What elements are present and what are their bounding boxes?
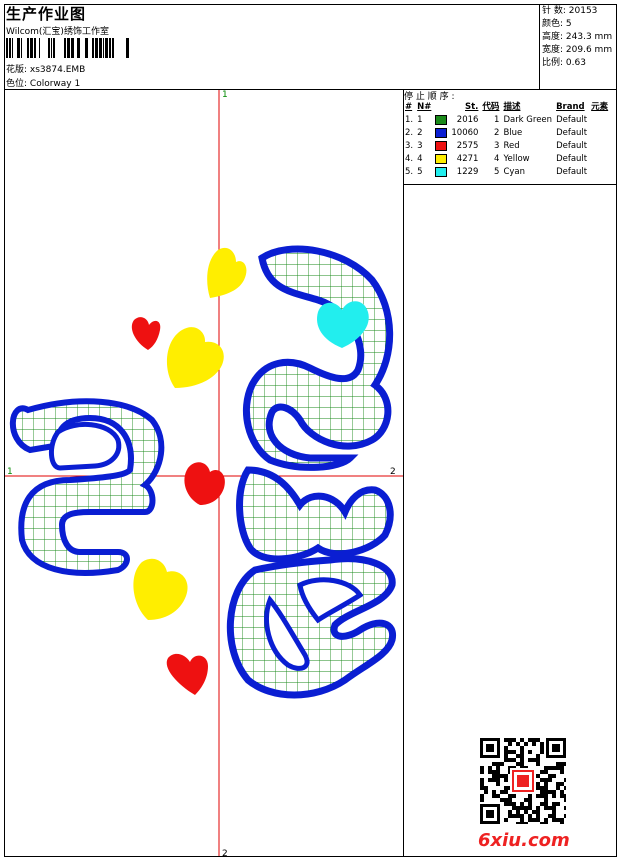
row-swatch — [433, 166, 449, 179]
stat-stitches: 针 数: 20153 — [542, 6, 598, 16]
row-number: 2 — [417, 128, 423, 138]
table-row: 5. 5 1229 5 Cyan Default — [403, 166, 610, 179]
col-brand: Brand — [556, 102, 585, 112]
page-title: 生产作业图 — [6, 5, 87, 23]
cyan-heart — [317, 301, 369, 348]
table-row: 4. 4 4271 4 Yellow Default — [403, 153, 610, 166]
row-stitches: 4271 — [456, 154, 479, 164]
color-swatch — [435, 153, 448, 164]
row-brand: Default — [556, 115, 588, 125]
row-index: 4. — [405, 154, 414, 164]
red-heart-top — [131, 317, 161, 350]
stat-colors: 颜色: 5 — [542, 19, 572, 29]
watermark: 6xiu.com — [478, 830, 570, 851]
row-code: 5 — [494, 167, 500, 177]
row-swatch — [433, 140, 449, 153]
stats-list: 针 数: 20153 颜色: 5 高度: 243.3 mm 宽度: 209.6 … — [542, 5, 612, 70]
axis-label-left: 1 — [7, 467, 13, 477]
row-brand: Default — [556, 154, 588, 164]
side-panel-frame — [403, 184, 617, 857]
col-code: 代码 — [482, 102, 500, 112]
colorway-row: 色位: Colorway 1 — [6, 76, 80, 89]
row-description: Yellow — [503, 154, 530, 164]
color-swatch — [435, 140, 448, 151]
row-code: 4 — [494, 154, 500, 164]
col-number: N# — [417, 102, 432, 112]
yellow-heart-upper — [166, 327, 224, 388]
stop-sequence-heading: 停 止 顺 序 : — [404, 92, 455, 102]
col-index: # — [405, 102, 413, 112]
row-description: Cyan — [503, 167, 525, 177]
row-code: 2 — [494, 128, 500, 138]
qr-code — [480, 738, 566, 824]
row-brand: Default — [556, 167, 588, 177]
stat-height: 高度: 243.3 mm — [542, 32, 613, 42]
design-file-row: 花版: xs3874.EMB — [6, 62, 85, 75]
colorway-label: 色位: — [6, 79, 28, 89]
colorway-name: Colorway 1 — [29, 79, 81, 89]
row-number: 5 — [417, 167, 423, 177]
row-swatch — [433, 127, 449, 140]
row-index: 2. — [405, 128, 414, 138]
row-brand: Default — [556, 128, 588, 138]
letter-shape-bottom — [226, 555, 396, 699]
letter-shape-left — [9, 398, 165, 576]
row-swatch — [433, 153, 449, 166]
row-index: 1. — [405, 115, 414, 125]
table-row: 3. 3 2575 3 Red Default — [403, 140, 610, 153]
stat-scale: 比例: 0.63 — [542, 58, 586, 68]
color-swatch — [435, 166, 448, 177]
row-number: 4 — [417, 154, 423, 164]
table-header-row: # N# St. 代码 描述 Brand 元素 — [403, 101, 610, 114]
company-name: Wilcom(汇宝)绣饰工作室 — [6, 27, 109, 37]
col-description: 描述 — [503, 102, 521, 112]
row-code: 1 — [494, 115, 500, 125]
row-stitches: 2016 — [456, 115, 479, 125]
letter-shape-top — [242, 245, 394, 471]
row-number: 3 — [417, 141, 423, 151]
row-stitches: 1229 — [456, 167, 479, 177]
axis-label-right: 2 — [390, 467, 396, 477]
barcode — [6, 38, 129, 58]
col-stitches: St. — [465, 102, 479, 112]
table-row: 1. 1 2016 1 Dark Green Default — [403, 114, 610, 127]
row-number: 1 — [417, 115, 423, 125]
stop-sequence-table: # N# St. 代码 描述 Brand 元素 1. 1 2016 1 Dark Gre… — [403, 101, 610, 179]
row-code: 3 — [494, 141, 500, 151]
row-index: 3. — [405, 141, 414, 151]
color-swatch — [435, 127, 448, 138]
row-brand: Default — [556, 141, 588, 151]
stat-width: 宽度: 209.6 mm — [542, 45, 613, 55]
row-description: Blue — [503, 128, 523, 138]
table-row: 2. 2 10060 2 Blue Default — [403, 127, 610, 140]
row-description: Red — [503, 141, 520, 151]
red-heart-bottom — [166, 653, 208, 695]
color-swatch — [435, 114, 448, 125]
design-file-label: 花版: — [6, 65, 28, 75]
design-file-name: xs3874.EMB — [29, 65, 86, 75]
row-swatch — [433, 114, 449, 127]
red-heart-middle — [184, 462, 225, 505]
letter-shape-middle — [236, 466, 394, 563]
axis-label-bottom: 2 — [222, 849, 228, 859]
yellow-heart-lower — [133, 558, 188, 620]
axis-label-top: 1 — [222, 90, 228, 100]
row-stitches: 10060 — [451, 128, 479, 138]
row-index: 5. — [405, 167, 414, 177]
row-description: Dark Green — [503, 115, 553, 125]
col-element: 元素 — [591, 102, 609, 112]
row-stitches: 2575 — [456, 141, 479, 151]
yellow-heart-top — [207, 247, 247, 298]
